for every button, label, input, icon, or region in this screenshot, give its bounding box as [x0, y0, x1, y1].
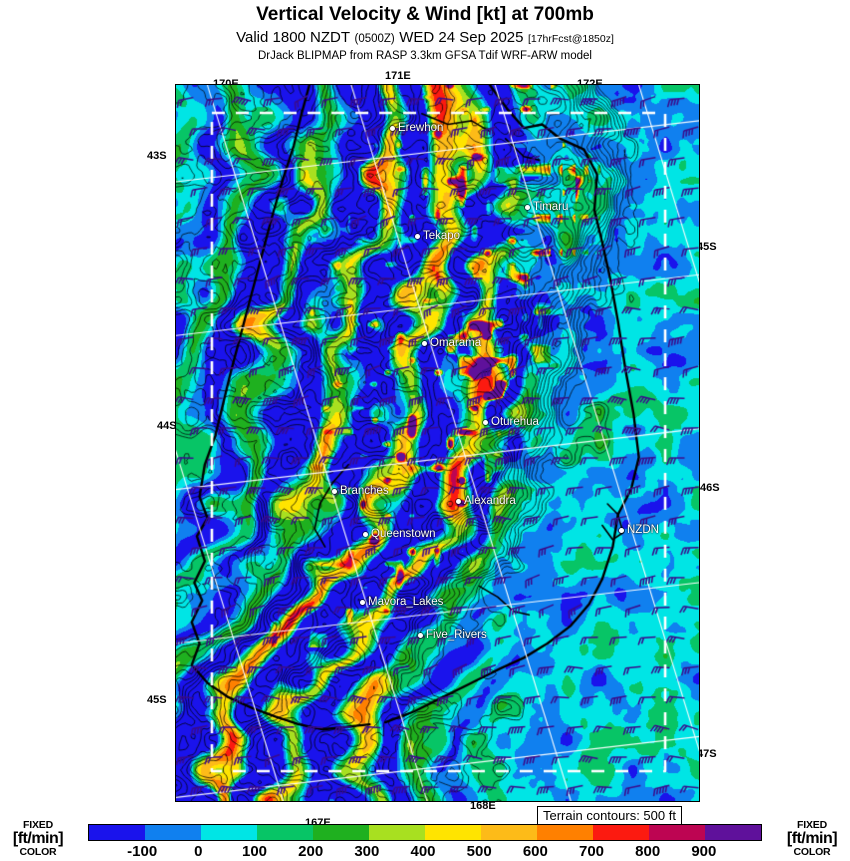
city-marker-branches[interactable]: Branches	[332, 485, 389, 497]
colorbar-left-label: FIXED [ft/min] COLOR	[2, 820, 74, 857]
city-label: Mavora_Lakes	[368, 596, 444, 608]
forecast-map[interactable]: Erewhon Timaru Tekapo Omarama Oturehua Branch…	[175, 84, 700, 802]
city-marker-alexandra[interactable]: Alexandra	[456, 495, 516, 507]
colorbar-swatch-5	[369, 825, 425, 840]
colorbar-swatch-4	[313, 825, 369, 840]
city-label: NZDN	[627, 524, 659, 536]
city-dot-icon	[390, 125, 395, 131]
city-dot-icon	[363, 531, 368, 537]
city-label: Queenstown	[371, 528, 436, 540]
colorbar-tick-500: 500	[466, 843, 492, 860]
city-marker-oturehua[interactable]: Oturehua	[483, 416, 539, 428]
colorbar-tick-400: 400	[410, 843, 436, 860]
lat-label-right-46s: 46S	[700, 482, 720, 494]
page-title: Vertical Velocity & Wind [kt] at 700mb	[256, 4, 594, 25]
colorbar-right-color: COLOR	[793, 845, 831, 858]
lat-label-left-44s: 44S	[157, 420, 177, 432]
city-label: Five_Rivers	[426, 629, 487, 641]
city-dot-icon	[332, 488, 337, 494]
city-marker-five-rivers[interactable]: Five_Rivers	[418, 629, 487, 641]
colorbar-tick-0: 0	[194, 843, 203, 860]
colorbar-right-fixed: FIXED	[797, 819, 827, 831]
colorbar: FIXED [ft/min] COLOR -100 0 100 200 300 400 50…	[0, 820, 850, 861]
terrain-contour-legend: Terrain contours: 500 ft	[537, 806, 682, 826]
city-dot-icon	[456, 498, 461, 504]
city-marker-nzdn[interactable]: NZDN	[619, 524, 659, 536]
city-marker-mavora-lakes[interactable]: Mavora_Lakes	[360, 596, 443, 608]
city-dot-icon	[422, 340, 427, 346]
colorbar-tick-900: 900	[691, 843, 717, 860]
colorbar-swatch-10	[649, 825, 705, 840]
colorbar-left-unit: [ft/min]	[12, 829, 64, 847]
model-source-line: DrJack BLIPMAP from RASP 3.3km GFSA Tdif…	[257, 50, 592, 62]
colorbar-swatch-0	[89, 825, 145, 840]
city-marker-timaru[interactable]: Timaru	[525, 201, 568, 213]
colorbar-swatch-8	[537, 825, 593, 840]
lon-label-168e: 168E	[470, 800, 496, 812]
city-dot-icon	[418, 632, 423, 638]
city-marker-omarama[interactable]: Omarama	[422, 337, 481, 349]
colorbar-swatch-1	[145, 825, 201, 840]
lat-label-left-43s: 43S	[147, 150, 167, 162]
city-label: Oturehua	[491, 416, 539, 428]
city-dot-icon	[619, 527, 624, 533]
colorbar-swatches	[88, 824, 762, 841]
colorbar-right-label: FIXED [ft/min] COLOR	[776, 820, 848, 857]
colorbar-tick-300: 300	[354, 843, 380, 860]
colorbar-tick-600: 600	[522, 843, 548, 860]
title-block: Vertical Velocity & Wind [kt] at 700mb V…	[0, 0, 850, 62]
lat-label-right-45s: 45S	[697, 241, 717, 253]
lon-label-171e: 171E	[385, 70, 411, 82]
lat-label-left-45s: 45S	[147, 694, 167, 706]
city-dot-icon	[483, 419, 488, 425]
valid-time-utc: (0500Z)	[354, 33, 395, 45]
lat-label-right-47s: 47S	[697, 748, 717, 760]
colorbar-swatch-11	[705, 825, 761, 840]
forecast-tag: [17hrFcst@1850z]	[527, 33, 614, 45]
city-label: Timaru	[533, 201, 569, 213]
colorbar-swatch-9	[593, 825, 649, 840]
colorbar-swatch-6	[425, 825, 481, 840]
city-dot-icon	[360, 599, 365, 605]
city-dot-icon	[525, 204, 530, 210]
city-marker-erewhon[interactable]: Erewhon	[390, 122, 443, 134]
colorbar-left-fixed: FIXED	[23, 819, 53, 831]
valid-time-local: Valid 1800 NZDT	[236, 29, 351, 46]
vertical-velocity-raster	[176, 85, 699, 801]
city-label: Omarama	[430, 337, 482, 349]
colorbar-tick-200: 200	[298, 843, 324, 860]
colorbar-tick-800: 800	[635, 843, 661, 860]
city-label: Branches	[340, 485, 389, 497]
colorbar-left-color: COLOR	[19, 845, 57, 858]
city-label: Tekapo	[423, 230, 461, 242]
city-marker-tekapo[interactable]: Tekapo	[415, 230, 460, 242]
colorbar-swatch-7	[481, 825, 537, 840]
valid-time-line: Valid 1800 NZDT (0500Z) WED 24 Sep 2025 …	[0, 29, 850, 47]
colorbar-tick-100: 100	[241, 843, 268, 860]
colorbar-tick-labels: -100 0 100 200 300 400 500 600 700 800 900	[88, 843, 762, 861]
city-label: Erewhon	[398, 122, 444, 134]
city-label: Alexandra	[464, 495, 516, 507]
colorbar-swatch-3	[257, 825, 313, 840]
colorbar-swatch-2	[201, 825, 257, 840]
valid-date: WED 24 Sep 2025	[399, 29, 524, 46]
colorbar-tick--100: -100	[127, 843, 158, 860]
city-dot-icon	[415, 233, 420, 239]
colorbar-right-unit: [ft/min]	[786, 829, 838, 847]
colorbar-tick-700: 700	[578, 843, 605, 860]
city-marker-queenstown[interactable]: Queenstown	[363, 528, 436, 540]
